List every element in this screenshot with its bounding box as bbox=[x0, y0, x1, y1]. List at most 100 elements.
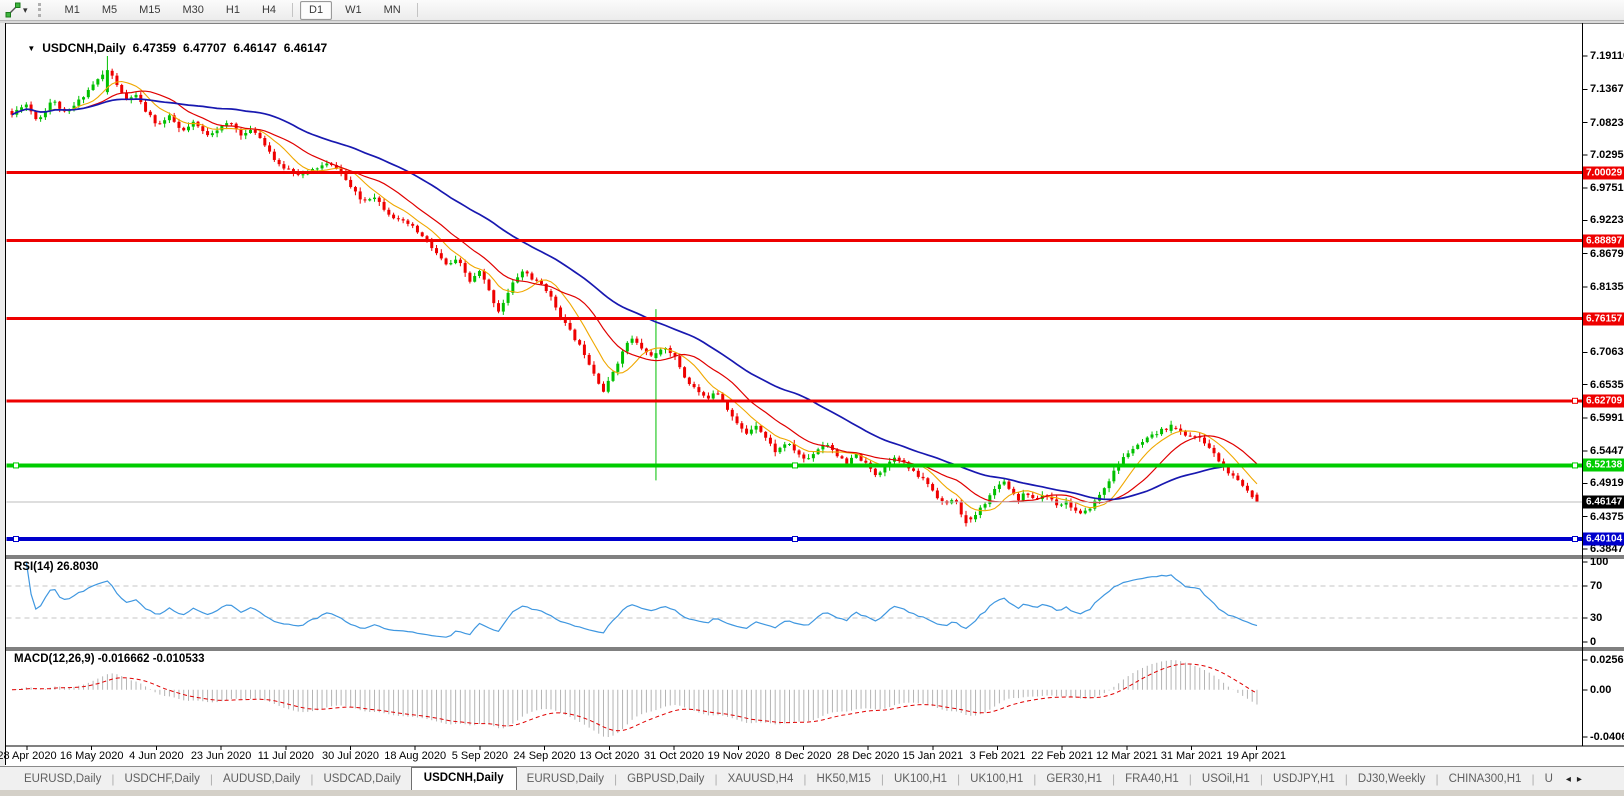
date-tick-label: 3 Feb 2021 bbox=[969, 750, 1026, 762]
hline-handle-left[interactable] bbox=[13, 536, 19, 543]
quote-open: 6.47359 bbox=[132, 41, 177, 55]
chart-tab-fra40-h1[interactable]: FRA40,H1 bbox=[1125, 773, 1179, 785]
tab-separator: | bbox=[1344, 772, 1348, 786]
chart-tab-usdchf-daily[interactable]: USDCHF,Daily bbox=[124, 773, 200, 785]
toolbar-divider bbox=[0, 21, 1624, 23]
price-tick-label: 6.65350 bbox=[1590, 378, 1624, 391]
current-price-badge: 6.46147 bbox=[1583, 495, 1624, 509]
tab-separator: | bbox=[209, 772, 213, 786]
date-tick-label: 12 Mar 2021 bbox=[1096, 750, 1158, 762]
ma-16-line bbox=[11, 90, 1258, 504]
hline-handle-right[interactable] bbox=[1572, 397, 1578, 404]
date-tick-label: 15 Jan 2021 bbox=[902, 750, 964, 762]
rsi-scale-label: 30 bbox=[1590, 612, 1603, 624]
timeframe-button-m30[interactable]: M30 bbox=[182, 3, 204, 16]
timeframe-button-m5[interactable]: M5 bbox=[101, 3, 118, 16]
chart-tab-gbpusd-daily[interactable]: GBPUSD,Daily bbox=[627, 773, 705, 785]
macd-signal-line bbox=[11, 663, 1258, 732]
chart-tab-uk100-h1[interactable]: UK100,H1 bbox=[970, 773, 1024, 785]
timeframe-button-m15[interactable]: M15 bbox=[139, 3, 161, 16]
chart-collapse-icon[interactable]: ▼ bbox=[27, 44, 36, 53]
hline-price-badge: 6.88897 bbox=[1583, 234, 1624, 248]
timeframe-button-d1[interactable]: D1 bbox=[300, 0, 333, 20]
tab-scroll-left-icon[interactable]: ◂ bbox=[1565, 774, 1571, 785]
chart-tab-usoil-h1[interactable]: USOil,H1 bbox=[1201, 773, 1250, 785]
tab-separator: | bbox=[1033, 772, 1037, 786]
hline-price-badge: 6.62709 bbox=[1583, 394, 1624, 408]
chart-tool-dropdown-icon[interactable]: ▾ bbox=[23, 4, 28, 15]
chart-tab-audusd-daily[interactable]: AUDUSD,Daily bbox=[222, 773, 301, 785]
hline-handle-right[interactable] bbox=[1572, 536, 1578, 543]
price-tick-label: 6.86790 bbox=[1590, 247, 1624, 260]
date-tick-label: 28 Apr 2020 bbox=[0, 750, 57, 762]
macd-scale-label: -0.040687 bbox=[1590, 731, 1624, 743]
tab-separator: | bbox=[1259, 772, 1263, 786]
hline-price-badge: 7.00029 bbox=[1583, 166, 1624, 180]
date-tick-label: 23 Jun 2020 bbox=[190, 750, 252, 762]
timeframe-button-mn[interactable]: MN bbox=[383, 3, 401, 16]
chart-canvas[interactable] bbox=[0, 0, 1624, 766]
timeframe-button-w1[interactable]: W1 bbox=[345, 3, 362, 16]
tab-separator: | bbox=[803, 772, 807, 786]
chart-tab-xauusd-h4[interactable]: XAUUSD,H4 bbox=[727, 773, 794, 785]
price-tick-label: 6.59910 bbox=[1590, 411, 1624, 424]
ma-8-line bbox=[11, 80, 1258, 512]
tab-scroll-right-icon[interactable]: ▸ bbox=[1576, 774, 1582, 785]
chart-tab-china300-h1[interactable]: CHINA300,H1 bbox=[1448, 773, 1522, 785]
timeframe-button-h1[interactable]: H1 bbox=[225, 3, 240, 16]
window-bottom-edge bbox=[0, 790, 1624, 796]
hline-handle-center[interactable] bbox=[792, 462, 798, 469]
tab-separator: | bbox=[310, 772, 314, 786]
date-tick-label: 22 Feb 2021 bbox=[1031, 750, 1094, 762]
date-tick-label: 19 Nov 2020 bbox=[707, 750, 770, 762]
chart-tab-ger30-h1[interactable]: GER30,H1 bbox=[1046, 773, 1102, 785]
macd-label: MACD(12,26,9) -0.016662 -0.010533 bbox=[14, 653, 205, 665]
chart-tab-usdjpy-h1[interactable]: USDJPY,H1 bbox=[1272, 773, 1335, 785]
chart-tool-icon[interactable] bbox=[5, 2, 21, 18]
date-tick-label: 11 Jul 2020 bbox=[257, 750, 314, 762]
tab-separator: | bbox=[1435, 772, 1439, 786]
ma-40-line bbox=[11, 98, 1258, 501]
toolbar-separator bbox=[416, 3, 418, 17]
tab-separator: | bbox=[1531, 772, 1535, 786]
chart-tab-hk50-m15[interactable]: HK50,M15 bbox=[816, 773, 871, 785]
chart-tab-uk100-h1[interactable]: UK100,H1 bbox=[893, 773, 948, 785]
price-tick-label: 6.97510 bbox=[1590, 182, 1624, 195]
price-tick-label: 7.02950 bbox=[1590, 148, 1624, 161]
tab-separator: | bbox=[613, 772, 618, 786]
tab-separator: | bbox=[1111, 772, 1116, 786]
date-tick-label: 4 Jun 2020 bbox=[129, 750, 184, 762]
macd-scale-label: 0.025623 bbox=[1590, 654, 1624, 666]
timeframe-button-m1[interactable]: M1 bbox=[64, 3, 80, 16]
date-tick-label: 18 Aug 2020 bbox=[384, 750, 447, 762]
chart-tab-eurusd-daily[interactable]: EURUSD,Daily bbox=[526, 773, 604, 785]
toolbar-grip[interactable] bbox=[37, 3, 44, 17]
toolbar: ▾ M1 M5 M15 M30 H1 H4 D1 W1 MN bbox=[0, 0, 1624, 21]
price-tick-label: 7.08230 bbox=[1590, 116, 1624, 129]
date-tick-label: 24 Sep 2020 bbox=[513, 750, 576, 762]
hline-handle-left[interactable] bbox=[13, 462, 19, 469]
date-tick-label: 16 May 2020 bbox=[59, 750, 124, 762]
rsi-line bbox=[25, 561, 1258, 638]
price-tick-label: 7.13670 bbox=[1590, 83, 1624, 96]
chart-tab-usdcnh-daily[interactable]: USDCNH,Daily bbox=[410, 767, 517, 790]
date-tick-label: 28 Dec 2020 bbox=[836, 750, 900, 762]
tab-separator: | bbox=[111, 772, 115, 786]
symbol-label: USDCNH,Daily bbox=[42, 41, 126, 55]
hline-handle-right[interactable] bbox=[1572, 462, 1578, 469]
chart-title: ▼ USDCNH,Daily 6.47359 6.47707 6.46147 6.4614… bbox=[14, 27, 327, 69]
chart-tab-usdcad-daily[interactable]: USDCAD,Daily bbox=[323, 773, 401, 785]
tab-separator: | bbox=[880, 772, 884, 786]
price-tick-label: 6.81350 bbox=[1590, 280, 1624, 293]
tab-separator: | bbox=[957, 772, 961, 786]
candlesticks bbox=[10, 56, 1259, 527]
date-tick-label: 31 Oct 2020 bbox=[644, 750, 704, 762]
price-tick-label: 6.49190 bbox=[1590, 477, 1624, 490]
chart-tab-dj30-weekly[interactable]: DJ30,Weekly bbox=[1357, 773, 1426, 785]
chart-tab-u[interactable]: U bbox=[1544, 773, 1553, 785]
chart-tab-eurusd-daily[interactable]: EURUSD,Daily bbox=[24, 773, 102, 785]
timeframe-button-h4[interactable]: H4 bbox=[261, 3, 277, 16]
chart-tab-bar: EURUSD,Daily | USDCHF,Daily | AUDUSD,Daily | U… bbox=[0, 766, 1624, 790]
hline-handle-center[interactable] bbox=[792, 536, 798, 543]
date-tick-label: 13 Oct 2020 bbox=[579, 750, 640, 762]
